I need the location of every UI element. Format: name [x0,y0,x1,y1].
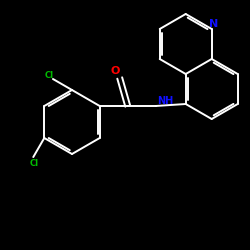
Text: Cl: Cl [44,70,54,80]
Text: NH: NH [158,96,174,106]
Text: O: O [110,66,120,76]
Text: N: N [209,19,218,29]
Text: Cl: Cl [30,158,39,168]
